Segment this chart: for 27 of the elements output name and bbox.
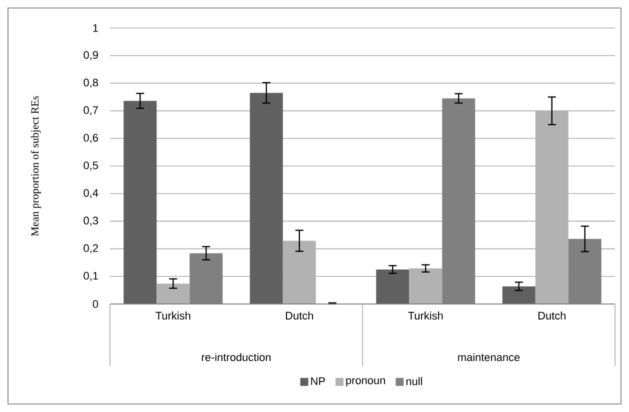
legend-label: NP <box>311 377 325 385</box>
y-tick-label: 0,7 <box>84 106 98 116</box>
bar <box>156 284 190 304</box>
bar <box>409 268 442 304</box>
text: re-introduction <box>202 353 271 362</box>
y-axis-title: Mean proportion of subject REs <box>30 96 41 236</box>
x-tick-label: Turkish <box>408 312 443 320</box>
bar <box>124 100 157 304</box>
y-tick-label: 0,5 <box>84 161 98 171</box>
y-tick-label: 0,2 <box>84 244 98 254</box>
bar <box>250 92 283 304</box>
bar <box>502 286 536 304</box>
x-tick-label: Dutch <box>286 312 313 320</box>
y-tick-label: 1 <box>93 24 98 32</box>
x-tick-label: Dutch <box>538 312 566 320</box>
y-tick-label: 0,6 <box>84 134 98 143</box>
text: maintenance <box>458 353 520 362</box>
legend-label: null <box>406 377 422 386</box>
bar <box>376 270 410 304</box>
x-tick-label: Turkish <box>156 312 190 320</box>
y-tick-label: 0,4 <box>84 189 98 198</box>
y-tick-label: 0,9 <box>84 51 98 60</box>
y-tick-label: 0,1 <box>84 272 98 281</box>
legend-label: pronoun <box>346 378 385 386</box>
y-tick-label: 0 <box>92 300 98 308</box>
y-tick-label: 0,8 <box>84 78 98 88</box>
y-tick-label: 0,3 <box>84 216 98 226</box>
